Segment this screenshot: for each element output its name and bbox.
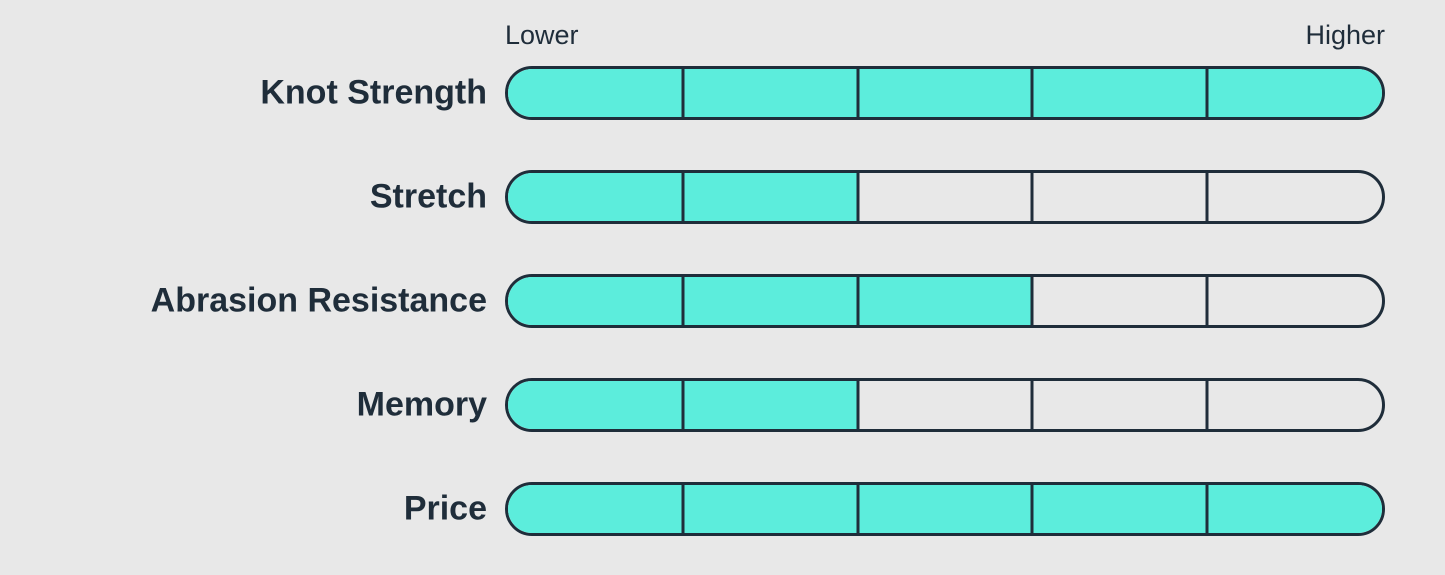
rating-bar bbox=[505, 170, 1385, 224]
segment-separator bbox=[1031, 485, 1034, 533]
rating-bar-track bbox=[505, 482, 1385, 536]
segment-separator bbox=[1206, 485, 1209, 533]
segment-separator bbox=[1206, 277, 1209, 325]
rating-row: Memory bbox=[0, 378, 1445, 432]
rating-row-label: Knot Strength bbox=[260, 74, 487, 113]
segment-separator bbox=[1206, 173, 1209, 221]
segment-separator bbox=[856, 173, 859, 221]
segment-separator bbox=[1206, 69, 1209, 117]
rating-row-label: Stretch bbox=[370, 178, 487, 217]
rating-row-label: Price bbox=[404, 490, 487, 529]
rating-bar-fill bbox=[508, 69, 1382, 117]
rating-chart: Lower Higher Knot Strength Stretch Abrasio… bbox=[0, 0, 1445, 575]
rating-row: Stretch bbox=[0, 170, 1445, 224]
segment-separator bbox=[681, 381, 684, 429]
segment-separator bbox=[1031, 69, 1034, 117]
segment-separator bbox=[681, 69, 684, 117]
rating-bar bbox=[505, 378, 1385, 432]
rating-bar bbox=[505, 66, 1385, 120]
segment-separator bbox=[856, 485, 859, 533]
axis-label-higher: Higher bbox=[1305, 20, 1385, 51]
rating-row: Price bbox=[0, 482, 1445, 536]
segment-separator bbox=[681, 277, 684, 325]
segment-separator bbox=[1031, 381, 1034, 429]
rating-bar-track bbox=[505, 66, 1385, 120]
rating-bar-track bbox=[505, 274, 1385, 328]
rating-bar-fill bbox=[508, 277, 1032, 325]
rating-row: Knot Strength bbox=[0, 66, 1445, 120]
segment-separator bbox=[681, 485, 684, 533]
segment-separator bbox=[1206, 381, 1209, 429]
rating-bar bbox=[505, 274, 1385, 328]
rating-row-label: Memory bbox=[357, 386, 487, 425]
rating-row-label: Abrasion Resistance bbox=[151, 282, 487, 321]
rating-bar-track bbox=[505, 378, 1385, 432]
rating-bar bbox=[505, 482, 1385, 536]
rating-row: Abrasion Resistance bbox=[0, 274, 1445, 328]
segment-separator bbox=[681, 173, 684, 221]
segment-separator bbox=[856, 381, 859, 429]
segment-separator bbox=[856, 277, 859, 325]
axis-label-lower: Lower bbox=[505, 20, 579, 51]
rating-bar-track bbox=[505, 170, 1385, 224]
segment-separator bbox=[1031, 277, 1034, 325]
rating-bar-fill bbox=[508, 485, 1382, 533]
segment-separator bbox=[856, 69, 859, 117]
segment-separator bbox=[1031, 173, 1034, 221]
